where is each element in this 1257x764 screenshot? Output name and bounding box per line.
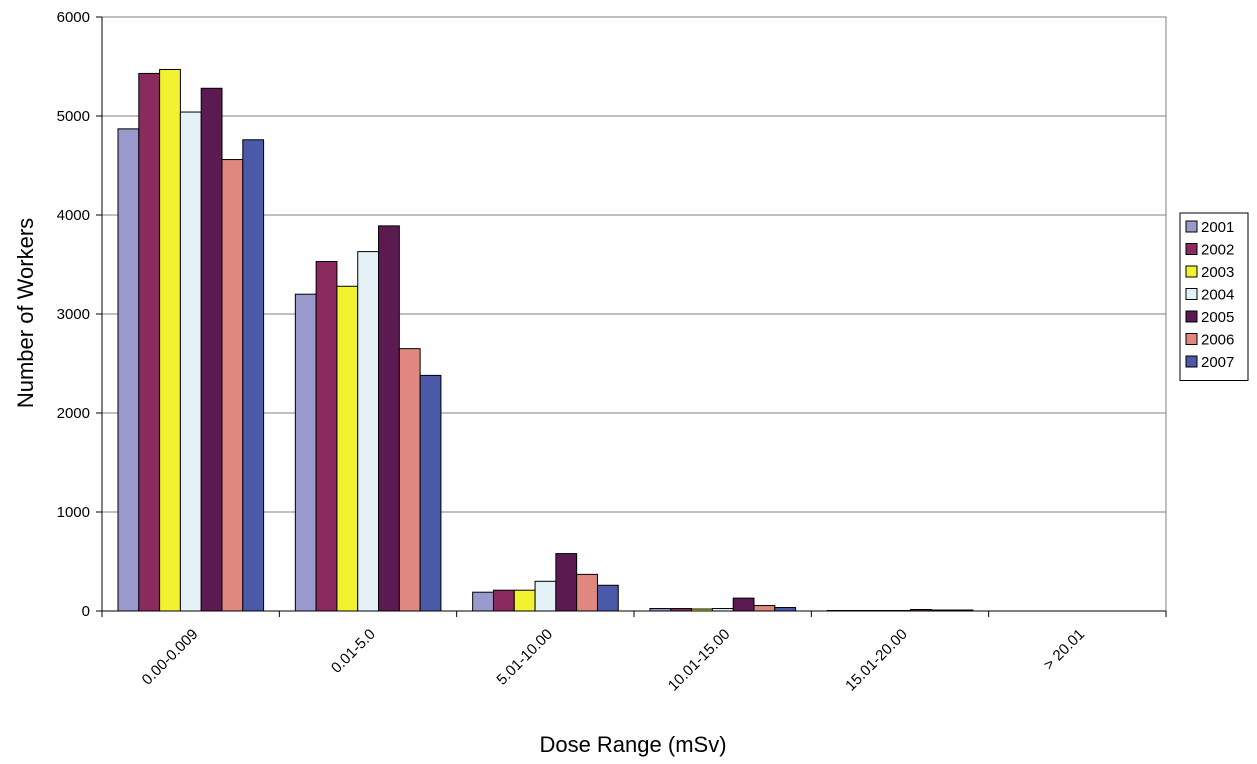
bar-2005-4 — [732, 597, 755, 612]
legend-label: 2007 — [1201, 354, 1234, 371]
y-tick-label: 1000 — [57, 504, 90, 521]
bar-2001-2 — [294, 293, 317, 612]
y-tick-label: 4000 — [57, 207, 90, 224]
bar-2003-2 — [336, 285, 359, 612]
legend-label: 2001 — [1201, 219, 1234, 236]
y-tick-label: 0 — [82, 603, 90, 620]
legend-swatch — [1185, 220, 1198, 233]
bar-2007-2 — [419, 374, 442, 612]
axes — [96, 16, 1167, 617]
bar-2006-4 — [753, 605, 776, 612]
bar-2003-3 — [513, 589, 536, 612]
legend-swatch — [1185, 288, 1198, 300]
y-tick-label: 2000 — [57, 405, 90, 422]
bar-2006-3 — [576, 573, 598, 612]
bar-2007-3 — [596, 584, 619, 612]
legend-label: 2002 — [1201, 242, 1234, 259]
y-tick-labels: 0 1000 2000 3000 4000 5000 6000 — [57, 9, 90, 620]
bar-2002-2 — [315, 261, 338, 612]
legend-swatch — [1185, 333, 1198, 345]
legend-swatch — [1185, 265, 1198, 278]
x-tick-label: 5.01-10.00 — [493, 626, 556, 689]
x-tick-label: 15.01-20.00 — [842, 626, 911, 695]
legend-label: 2004 — [1201, 287, 1234, 304]
bar-2005-1 — [200, 87, 223, 612]
x-tick-label: > 20.01 — [1040, 626, 1088, 674]
bar-2002-1 — [138, 72, 161, 612]
bar-2006-1 — [221, 159, 244, 612]
y-axis-title: Number of Workers — [13, 218, 38, 408]
bar-2001-3 — [472, 591, 494, 612]
bar-2001-1 — [117, 128, 140, 612]
legend: 2001 2002 2003 2004 2005 2006 2007 — [1179, 212, 1249, 381]
legend-label: 2003 — [1201, 264, 1234, 281]
bar-2004-3 — [534, 580, 557, 612]
x-tick-label: 0.01-5.0 — [328, 626, 379, 677]
x-tick-label: 10.01-15.00 — [665, 626, 734, 695]
bars — [117, 68, 974, 612]
bar-2004-1 — [179, 111, 202, 612]
bar-2006-2 — [398, 348, 421, 612]
legend-swatch — [1185, 243, 1198, 255]
bar-2004-2 — [357, 251, 380, 612]
bar-2002-3 — [492, 589, 515, 612]
bar-2007-1 — [242, 139, 265, 612]
legend-swatch — [1185, 310, 1198, 323]
legend-label: 2005 — [1201, 309, 1234, 326]
bar-2005-2 — [378, 225, 400, 612]
x-tick-label: 0.00-0.009 — [139, 626, 202, 689]
bar-2003-1 — [159, 68, 181, 612]
legend-swatch — [1185, 355, 1198, 368]
y-tick-label: 6000 — [57, 9, 90, 26]
bar-2005-3 — [555, 553, 578, 612]
bar-2007-4 — [774, 607, 797, 612]
legend-label: 2006 — [1201, 332, 1234, 349]
y-tick-label: 3000 — [57, 306, 90, 323]
x-tick-labels: 0.00-0.009 0.01-5.0 5.01-10.00 10.01-15.00 1… — [139, 626, 1088, 695]
x-axis-title: Dose Range (mSv) — [539, 732, 726, 757]
y-tick-label: 5000 — [57, 108, 90, 125]
